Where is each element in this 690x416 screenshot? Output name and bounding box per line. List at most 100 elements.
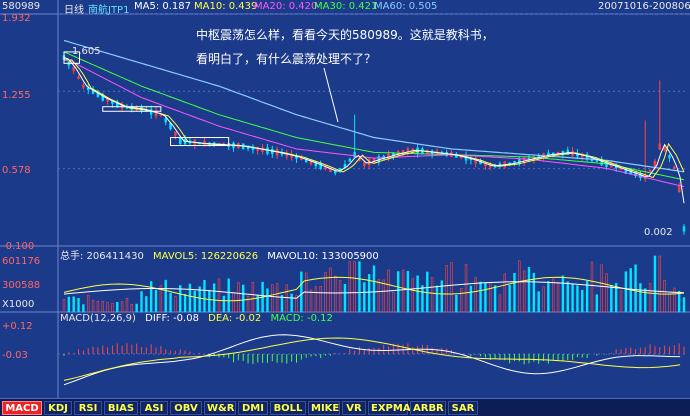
ma5-line xyxy=(63,57,685,204)
volume-bar xyxy=(140,291,143,313)
volume-bar xyxy=(493,285,497,313)
volume-bar xyxy=(116,301,119,313)
annotation-arrow xyxy=(323,67,339,123)
volume-bar xyxy=(208,289,211,313)
volume-bar xyxy=(149,281,153,313)
volume-bar xyxy=(222,295,226,313)
tab-boll[interactable]: BOLL xyxy=(270,401,306,415)
candle xyxy=(363,161,366,166)
date-range: 20071016-20080613 xyxy=(598,1,690,12)
macd-axis-label: -0.03 xyxy=(2,350,28,361)
volume-bar xyxy=(212,283,216,313)
volume-bar xyxy=(484,282,487,313)
volume-bar xyxy=(508,284,511,313)
volume-bar xyxy=(498,294,502,313)
candle xyxy=(677,185,681,193)
tab-sar[interactable]: SAR xyxy=(448,401,478,415)
volume-bar xyxy=(474,277,477,313)
volume-bar xyxy=(120,301,124,313)
volume-bar xyxy=(67,296,71,313)
volume-bar xyxy=(271,284,274,313)
indicator-tab-bar: MACD KDJ RSI BIAS ASI OBV W&R DMI BOLL MIKE VR EXPM… xyxy=(0,398,690,416)
volume-bar xyxy=(426,271,429,313)
price-axis-label: -0.100 xyxy=(2,241,35,252)
candle xyxy=(154,110,158,117)
tab-bias[interactable]: BIAS xyxy=(104,401,138,415)
tab-rsi[interactable]: RSI xyxy=(74,401,102,415)
ma60-value: MA60: 0.505 xyxy=(374,1,438,12)
volume-bar xyxy=(111,303,114,313)
volume-bar xyxy=(542,286,545,313)
tab-vr[interactable]: VR xyxy=(342,401,366,415)
volume-bar xyxy=(556,282,560,313)
chart-canvas[interactable] xyxy=(0,0,690,398)
high-price-label: 1.605 xyxy=(72,46,101,57)
volume-bar xyxy=(256,295,259,313)
volume-bar xyxy=(382,279,385,313)
volume-bar xyxy=(668,293,671,313)
volume-bar xyxy=(537,291,540,313)
tab-mike[interactable]: MIKE xyxy=(308,401,340,415)
tab-kdj[interactable]: KDJ xyxy=(44,401,72,415)
volume-bar xyxy=(363,282,366,313)
volume-bar xyxy=(561,275,565,313)
stock-name: 南航JTP1 xyxy=(88,5,130,16)
volume-bar xyxy=(416,275,419,313)
candle xyxy=(179,138,182,144)
candle xyxy=(309,159,313,165)
ma30-line xyxy=(63,51,685,181)
volume-bar xyxy=(682,297,686,313)
pivot-box xyxy=(102,106,162,112)
volume-bar xyxy=(96,300,100,313)
candle xyxy=(174,131,177,136)
tab-arbr[interactable]: ARBR xyxy=(410,401,446,415)
volume-bar xyxy=(595,294,599,313)
volume-bar xyxy=(648,283,652,313)
mavol5-line xyxy=(63,276,685,302)
volume-bar xyxy=(610,284,613,313)
volume-bar xyxy=(358,261,361,313)
volume-bar xyxy=(435,285,439,313)
tab-obv[interactable]: OBV xyxy=(170,401,202,415)
volume-bar xyxy=(62,299,66,313)
volume-bar xyxy=(251,282,255,313)
volume-bar xyxy=(372,265,376,313)
tab-asi[interactable]: ASI xyxy=(140,401,168,415)
candle xyxy=(377,156,381,162)
volume-bar xyxy=(295,295,298,313)
ma5-value: MA5: 0.187 xyxy=(134,1,192,12)
macd-header: MACD(12,26,9) DIFF: -0.08 DEA: -0.02 MAC… xyxy=(60,313,339,324)
volume-bar xyxy=(619,290,623,313)
volume-bar xyxy=(397,271,400,313)
tab-macd[interactable]: MACD xyxy=(2,401,42,415)
tab-expma[interactable]: EXPMA xyxy=(368,401,411,415)
volume-bar xyxy=(624,271,628,313)
volume-bar xyxy=(77,297,80,313)
volume-bar xyxy=(406,271,410,313)
volume-bar xyxy=(285,284,289,313)
volume-bar xyxy=(309,289,313,313)
volume-bar xyxy=(673,287,676,313)
volume-bar xyxy=(314,286,318,313)
volume-bar xyxy=(82,304,85,313)
volume-bar xyxy=(566,281,569,313)
candle xyxy=(682,226,686,232)
volume-bar xyxy=(275,283,279,313)
total-volume: 总手: 206411430 xyxy=(60,251,144,262)
volume-bar xyxy=(324,272,327,313)
volume-bar xyxy=(639,283,642,313)
volume-bar xyxy=(532,272,536,313)
volume-bar xyxy=(91,300,95,313)
tab-dmi[interactable]: DMI xyxy=(238,401,268,415)
volume-bar xyxy=(401,269,405,313)
volume-bar xyxy=(489,282,492,313)
volume-bar xyxy=(527,267,531,313)
volume-bar xyxy=(663,279,666,313)
volume-bar xyxy=(634,264,637,313)
candle xyxy=(411,148,415,152)
candle xyxy=(663,147,666,151)
period-label: 日线 xyxy=(64,5,84,16)
ma20-value: MA20: 0.420 xyxy=(254,1,318,12)
tab-wr[interactable]: W&R xyxy=(204,401,236,415)
volume-bar xyxy=(547,281,550,313)
